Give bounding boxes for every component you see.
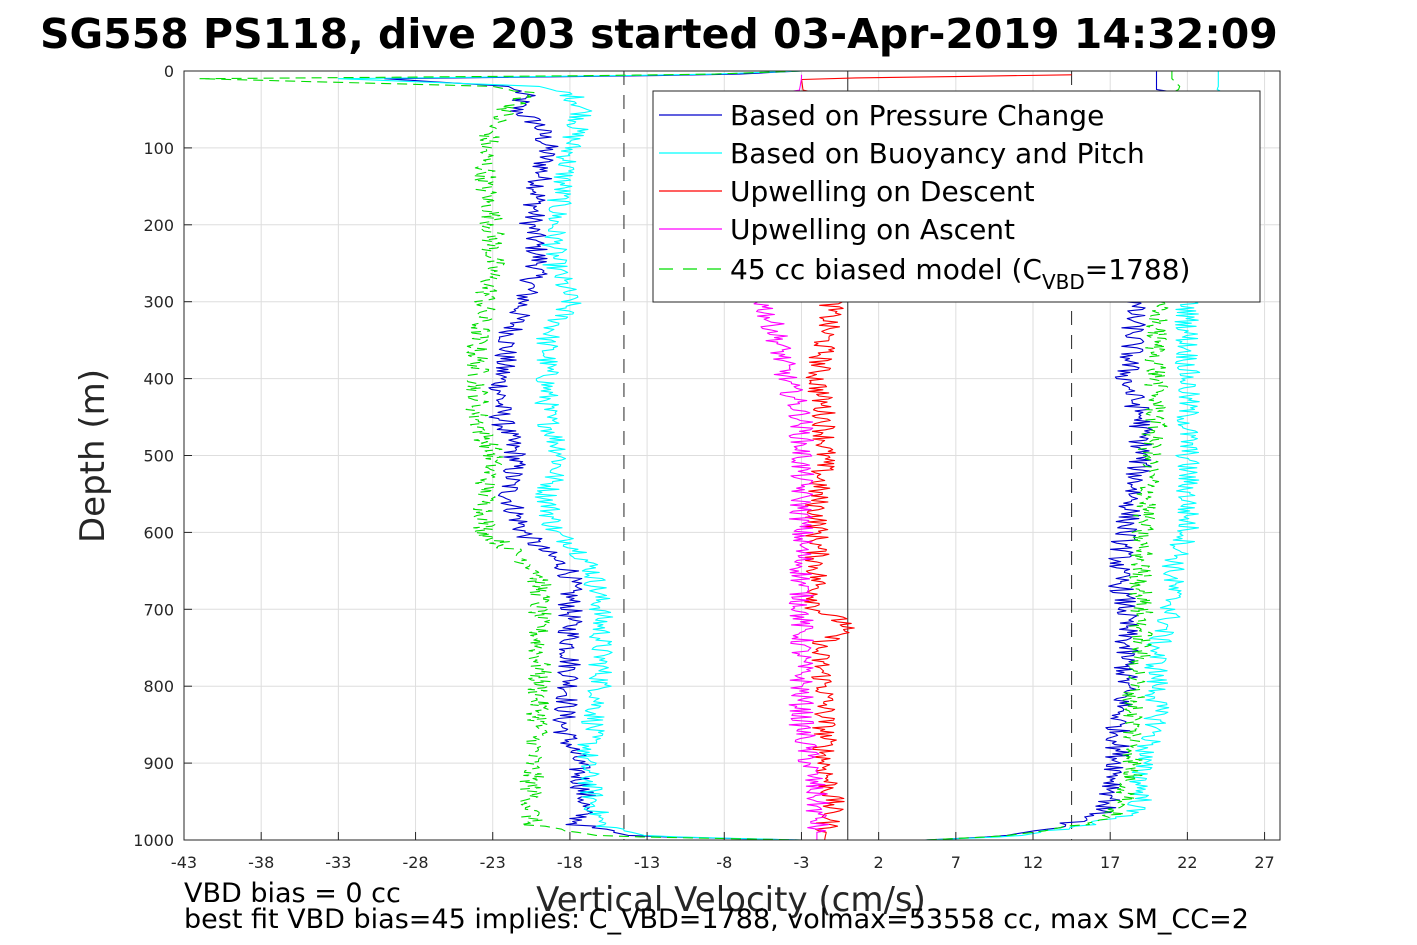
footer-best-fit: best fit VBD bias=45 implies: C_VBD=1788… — [184, 904, 1249, 935]
y-axis-ticks: 0 100 200 300 400 500 600 700 800 900 1000 — [133, 62, 192, 850]
x-tick-label: 27 — [1254, 853, 1274, 872]
x-tick-label: -38 — [248, 853, 274, 872]
y-tick-label: 300 — [143, 293, 174, 312]
legend-entry-biased-model-main: 45 cc biased model (C — [730, 253, 1042, 286]
x-tick-label: 22 — [1177, 853, 1197, 872]
y-tick-label: 700 — [143, 600, 174, 619]
x-tick-label: -13 — [634, 853, 660, 872]
y-tick-label: 500 — [143, 447, 174, 466]
x-tick-label: 2 — [874, 853, 884, 872]
y-tick-label: 1000 — [133, 831, 174, 850]
x-tick-label: 12 — [1023, 853, 1043, 872]
x-tick-label: -23 — [480, 853, 506, 872]
legend-entry-biased-model-subscript: VBD — [1042, 270, 1085, 294]
y-tick-label: 100 — [143, 139, 174, 158]
x-tick-label: -43 — [171, 853, 197, 872]
legend-entry-biased-model-suffix: =1788) — [1085, 253, 1191, 286]
series-line — [198, 70, 802, 841]
y-tick-label: 400 — [143, 370, 174, 389]
legend-entry-biased-model: 45 cc biased model (CVBD=1788) — [730, 253, 1190, 294]
legend-entry-upwelling-descent: Upwelling on Descent — [730, 175, 1035, 208]
footer-vbd-bias: VBD bias = 0 cc — [184, 878, 401, 909]
y-tick-label: 800 — [143, 677, 174, 696]
y-tick-label: 900 — [143, 754, 174, 773]
y-tick-label: 600 — [143, 523, 174, 542]
x-tick-label: 17 — [1100, 853, 1120, 872]
series-line — [337, 70, 802, 841]
x-tick-label: 7 — [951, 853, 961, 872]
y-axis-label: Depth (m) — [73, 369, 113, 543]
x-axis-label: Vertical Velocity (cm/s) — [536, 880, 926, 920]
x-tick-label: -18 — [557, 853, 583, 872]
y-tick-label: 0 — [164, 62, 174, 81]
x-axis-ticks: -43 -38 -33 -28 -23 -18 -13 -8 -3 2 7 12 17 22 27 — [171, 832, 1275, 872]
legend-entry-buoyancy: Based on Buoyancy and Pitch — [730, 137, 1145, 170]
legend-box — [652, 90, 1261, 303]
legend: Based on Pressure Change Based on Buoyan… — [652, 90, 1261, 303]
legend-entry-pressure: Based on Pressure Change — [730, 99, 1104, 132]
x-tick-label: -3 — [793, 853, 809, 872]
series-line — [384, 70, 802, 841]
x-tick-label: -8 — [716, 853, 732, 872]
chart-title: SG558 PS118, dive 203 started 03-Apr-201… — [40, 10, 1278, 58]
x-tick-label: -28 — [402, 853, 428, 872]
legend-entry-upwelling-ascent: Upwelling on Ascent — [730, 213, 1015, 246]
y-tick-label: 200 — [143, 216, 174, 235]
x-tick-label: -33 — [325, 853, 351, 872]
